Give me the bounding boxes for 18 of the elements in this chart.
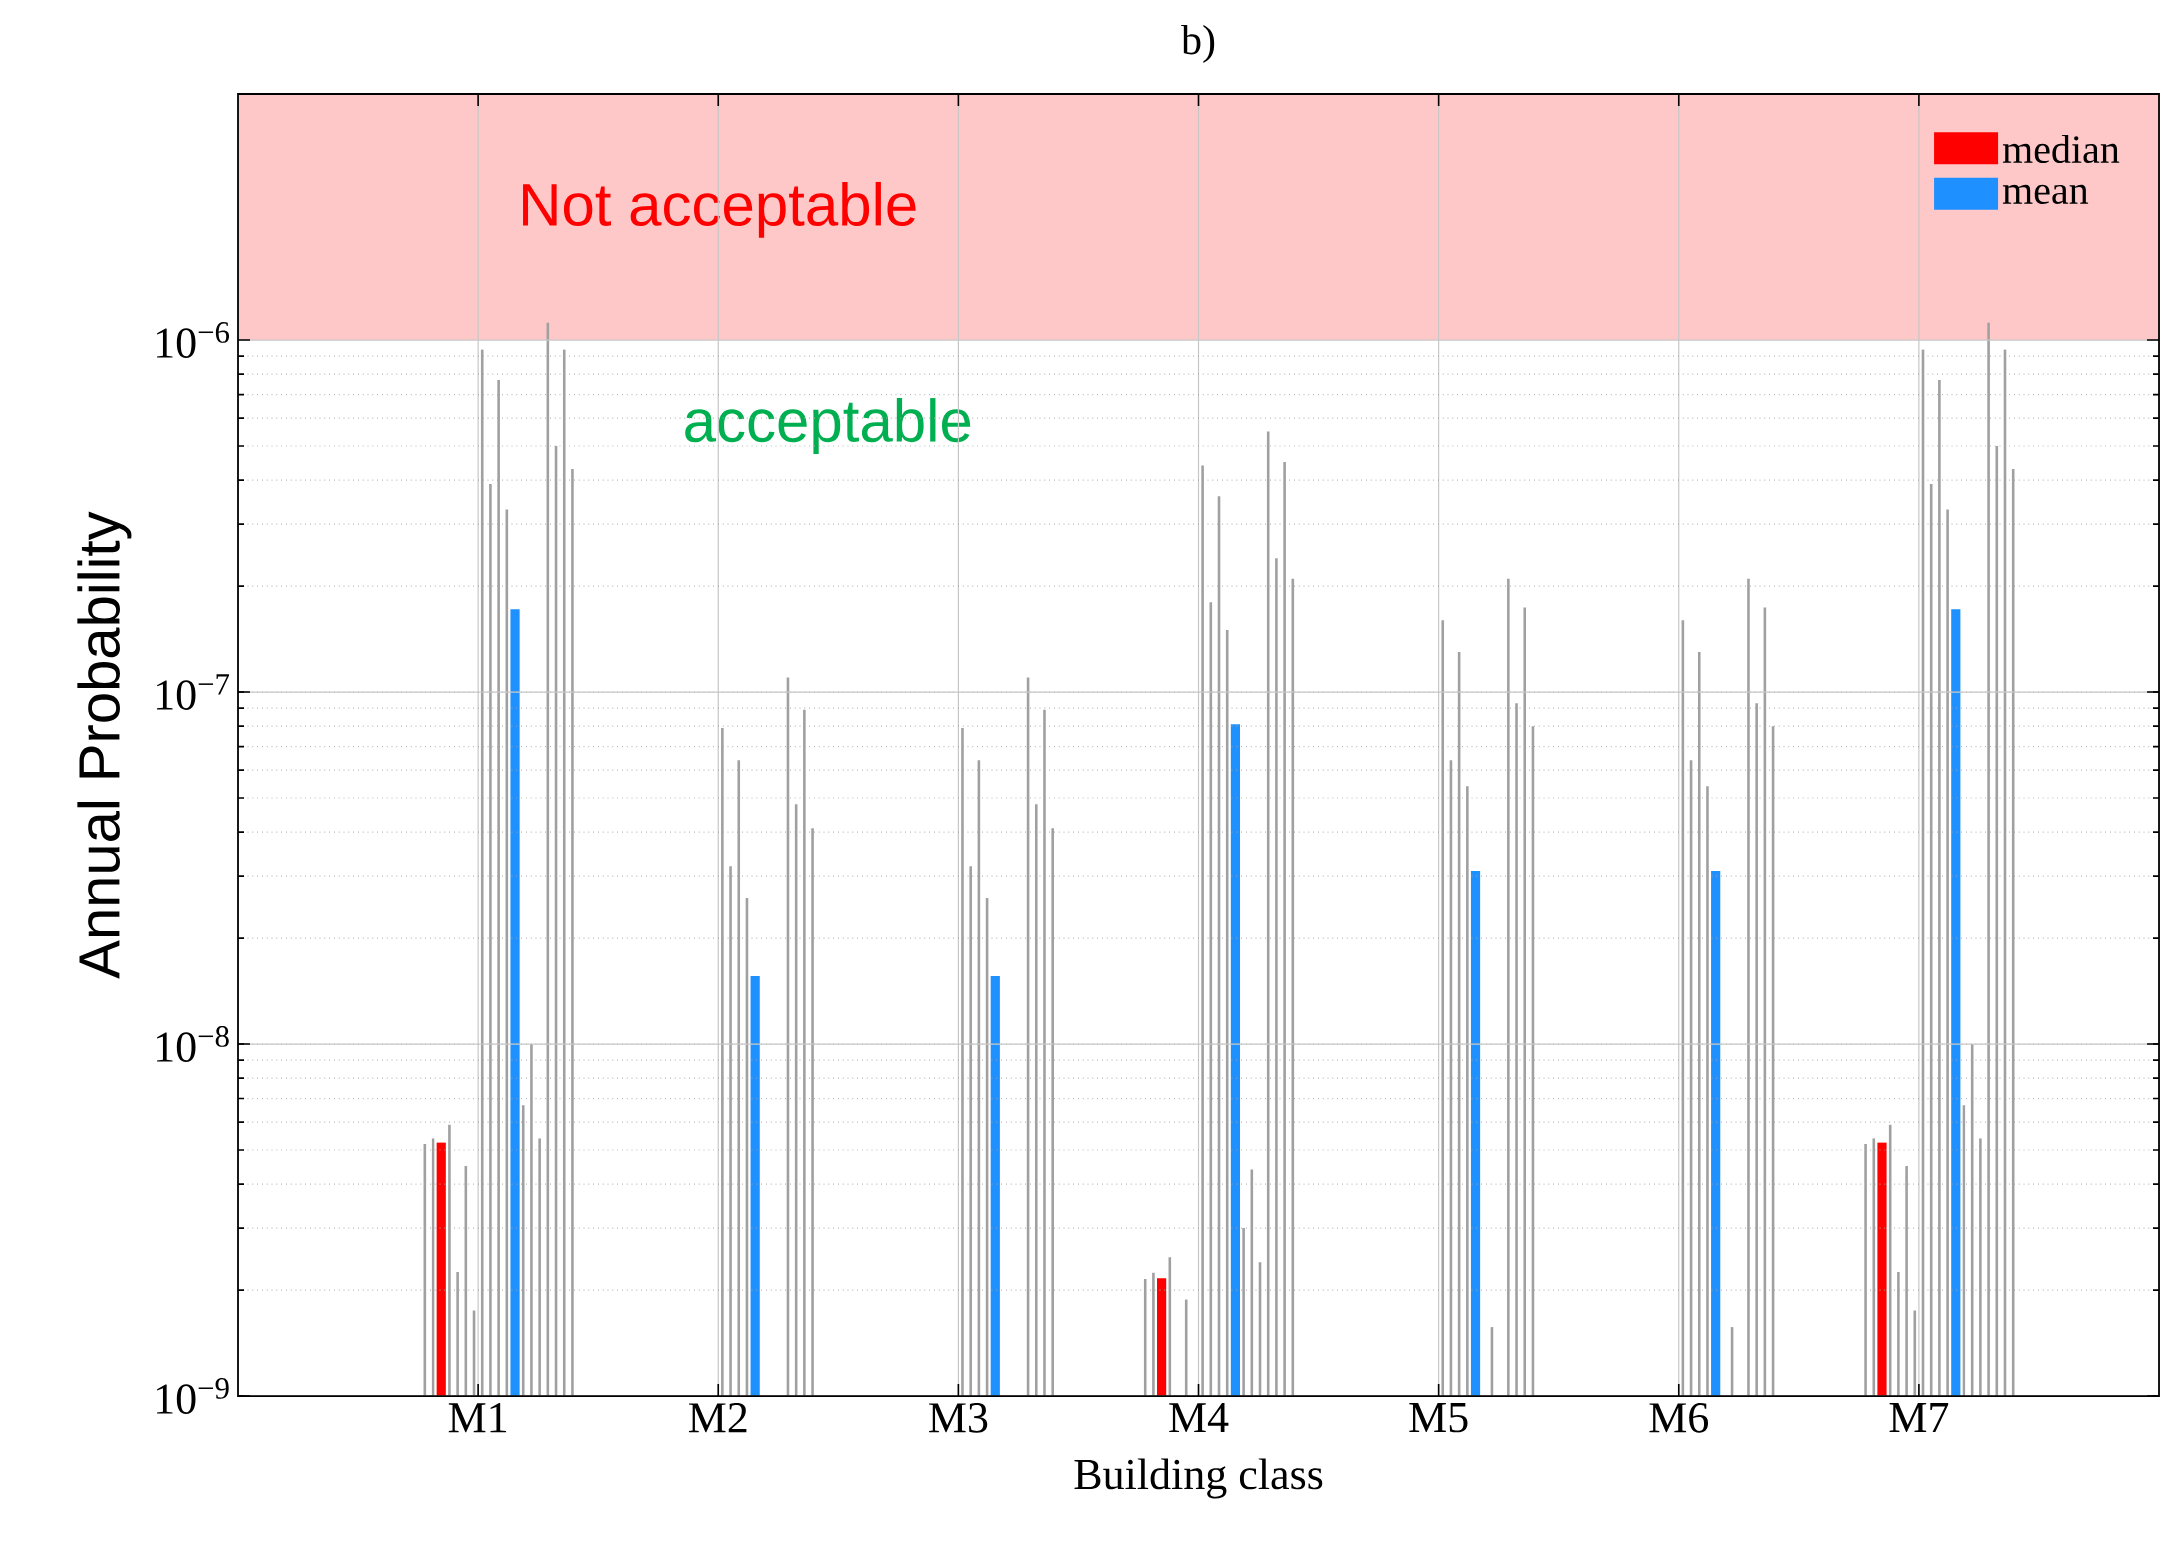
y-axis-title: Annual Probability [77, 511, 132, 979]
x-tick-label: M2 [688, 1403, 747, 1433]
x-tick-label: M3 [929, 1403, 988, 1433]
x-tick-label: M5 [1409, 1403, 1468, 1433]
legend-label: median [2002, 134, 2120, 164]
x-axis-title: Building class [1074, 1458, 1323, 1499]
band-label: Not acceptable [523, 181, 916, 238]
y-tick-label: 10$^{−6}$ [157, 322, 230, 358]
x-tick-label: M1 [448, 1403, 507, 1433]
annotation: acceptable [685, 398, 971, 455]
y-tick-label: 10$^{−8}$ [157, 1026, 229, 1063]
x-tick-label: M4 [1169, 1403, 1229, 1433]
x-tick-label: M7 [1889, 1403, 1949, 1432]
y-tick-label: 10$^{−7}$ [157, 674, 230, 710]
chart-title: b) [1181, 24, 1215, 63]
x-tick-label: M6 [1649, 1403, 1709, 1433]
y-tick-label: 10$^{−9}$ [157, 1378, 229, 1414]
legend-label: mean [2002, 184, 2089, 205]
